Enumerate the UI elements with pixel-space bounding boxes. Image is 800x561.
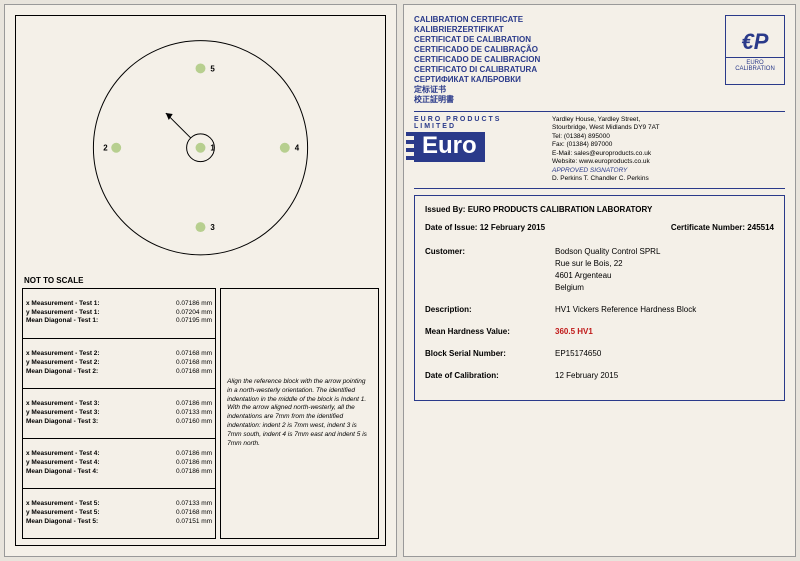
- measurement-group: x Measurement - Test 4:0.07186 mmy Measu…: [23, 439, 215, 489]
- cert-no-label: Certificate Number:: [671, 223, 745, 232]
- customer-value: Bodson Quality Control SPRLRue sur le Bo…: [555, 246, 774, 294]
- cert-title-line: СЕРТИФИКАТ КАЛБРОВКИ: [414, 75, 725, 85]
- company-details: Yardley House, Yardley Street, Stourbrid…: [552, 116, 785, 184]
- mean-hardness-value: 360.5 HV1: [555, 326, 774, 338]
- company-row: EURO PRODUCTS LIMITED Euro Yardley House…: [414, 116, 785, 189]
- serial-row: Block Serial Number: EP15174650: [425, 348, 774, 360]
- description-row: Description: HV1 Vickers Reference Hardn…: [425, 304, 774, 316]
- cert-title-line: 定标证书: [414, 85, 725, 95]
- header-row: CALIBRATION CERTIFICATEKALIBRIERZERTIFIK…: [414, 15, 785, 112]
- sig-names: D. Perkins T. Chandler C. Perkins: [552, 175, 785, 183]
- cert-title-line: KALIBRIERZERTIFIKAT: [414, 25, 725, 35]
- measurement-row: x Measurement - Test 1:0.07186 mmy Measu…: [22, 288, 379, 540]
- issued-by-label: Issued By:: [425, 205, 465, 214]
- svg-text:4: 4: [295, 144, 300, 153]
- customer-line: Belgium: [555, 282, 774, 294]
- epl-label: EURO PRODUCTS LIMITED: [414, 116, 544, 130]
- addr-line: Yardley House, Yardley Street,: [552, 116, 785, 124]
- euro-calibration-logo: €P EURO CALIBRATION: [725, 15, 785, 85]
- sig-label: APPROVED SIGNATORY: [552, 167, 785, 175]
- cert-title-line: CERTIFICAT DE CALIBRATION: [414, 35, 725, 45]
- mean-hardness-row: Mean Hardness Value: 360.5 HV1: [425, 326, 774, 338]
- measurement-table: x Measurement - Test 1:0.07186 mmy Measu…: [22, 288, 216, 540]
- svg-text:3: 3: [210, 223, 215, 232]
- alignment-note-text: Align the reference block with the arrow…: [227, 378, 372, 448]
- customer-line: 4601 Argenteau: [555, 270, 774, 282]
- customer-line: Rue sur le Bois, 22: [555, 258, 774, 270]
- svg-text:2: 2: [103, 144, 108, 153]
- addr-line: Stourbridge, West Midlands DY9 7AT: [552, 124, 785, 132]
- issued-by-line: Issued By: EURO PRODUCTS CALIBRATION LAB…: [425, 204, 774, 216]
- tel-line: Tel: (01384) 895000: [552, 133, 785, 141]
- logo-caption: EURO CALIBRATION: [726, 57, 784, 72]
- customer-row: Customer: Bodson Quality Control SPRLRue…: [425, 246, 774, 294]
- svg-text:1: 1: [210, 144, 215, 153]
- logo-ep-text: €P: [742, 29, 769, 55]
- certificate-titles: CALIBRATION CERTIFICATEKALIBRIERZERTIFIK…: [414, 15, 725, 105]
- measurement-group: x Measurement - Test 2:0.07168 mmy Measu…: [23, 339, 215, 389]
- certificate-number: Certificate Number: 245514: [671, 222, 774, 234]
- fax-line: Fax: (01384) 897000: [552, 141, 785, 149]
- left-page: 1 2 3 4 5 NOT TO SCALE x Measurement - T…: [4, 4, 397, 557]
- svg-text:5: 5: [210, 64, 215, 73]
- euro-wordmark: Euro: [414, 132, 485, 162]
- euro-logo: EURO PRODUCTS LIMITED Euro: [414, 116, 544, 172]
- indent-diagram: 1 2 3 4 5: [22, 22, 379, 274]
- right-page: CALIBRATION CERTIFICATEKALIBRIERZERTIFIK…: [403, 4, 796, 557]
- description-value: HV1 Vickers Reference Hardness Block: [555, 304, 774, 316]
- date-issue-label: Date of Issue:: [425, 223, 477, 232]
- date-of-issue: Date of Issue: 12 February 2015: [425, 222, 545, 234]
- mean-hardness-label: Mean Hardness Value:: [425, 326, 555, 338]
- description-label: Description:: [425, 304, 555, 316]
- cert-title-line: CERTIFICADO DE CALIBRACION: [414, 55, 725, 65]
- serial-label: Block Serial Number:: [425, 348, 555, 360]
- cal-date-value: 12 February 2015: [555, 370, 774, 382]
- issued-by-value: EURO PRODUCTS CALIBRATION LABORATORY: [468, 205, 653, 214]
- web-line: Website: www.europroducts.co.uk: [552, 158, 785, 166]
- cal-date-label: Date of Calibration:: [425, 370, 555, 382]
- customer-label: Customer:: [425, 246, 555, 294]
- cert-title-line: 校正証明書: [414, 95, 725, 105]
- not-to-scale-label: NOT TO SCALE: [24, 276, 379, 285]
- cert-no-value: 245514: [747, 223, 774, 232]
- measurement-group: x Measurement - Test 5:0.07133 mmy Measu…: [23, 489, 215, 538]
- date-cert-row: Date of Issue: 12 February 2015 Certific…: [425, 222, 774, 234]
- customer-line: Bodson Quality Control SPRL: [555, 246, 774, 258]
- alignment-note: Align the reference block with the arrow…: [220, 288, 379, 540]
- date-issue-value: 12 February 2015: [480, 223, 545, 232]
- cert-title-line: CERTIFICADO DE CALIBRAÇÃO: [414, 45, 725, 55]
- measurement-group: x Measurement - Test 3:0.07186 mmy Measu…: [23, 389, 215, 439]
- measurement-group: x Measurement - Test 1:0.07186 mmy Measu…: [23, 289, 215, 339]
- serial-value: EP15174650: [555, 348, 774, 360]
- email-line: E-Mail: sales@europroducts.co.uk: [552, 150, 785, 158]
- certificate-body: Issued By: EURO PRODUCTS CALIBRATION LAB…: [414, 195, 785, 401]
- cert-title-line: CERTIFICATO DI CALIBRATURA: [414, 65, 725, 75]
- cal-date-row: Date of Calibration: 12 February 2015: [425, 370, 774, 382]
- diagram-area: 1 2 3 4 5: [22, 22, 379, 274]
- cert-title-line: CALIBRATION CERTIFICATE: [414, 15, 725, 25]
- left-frame: 1 2 3 4 5 NOT TO SCALE x Measurement - T…: [15, 15, 386, 546]
